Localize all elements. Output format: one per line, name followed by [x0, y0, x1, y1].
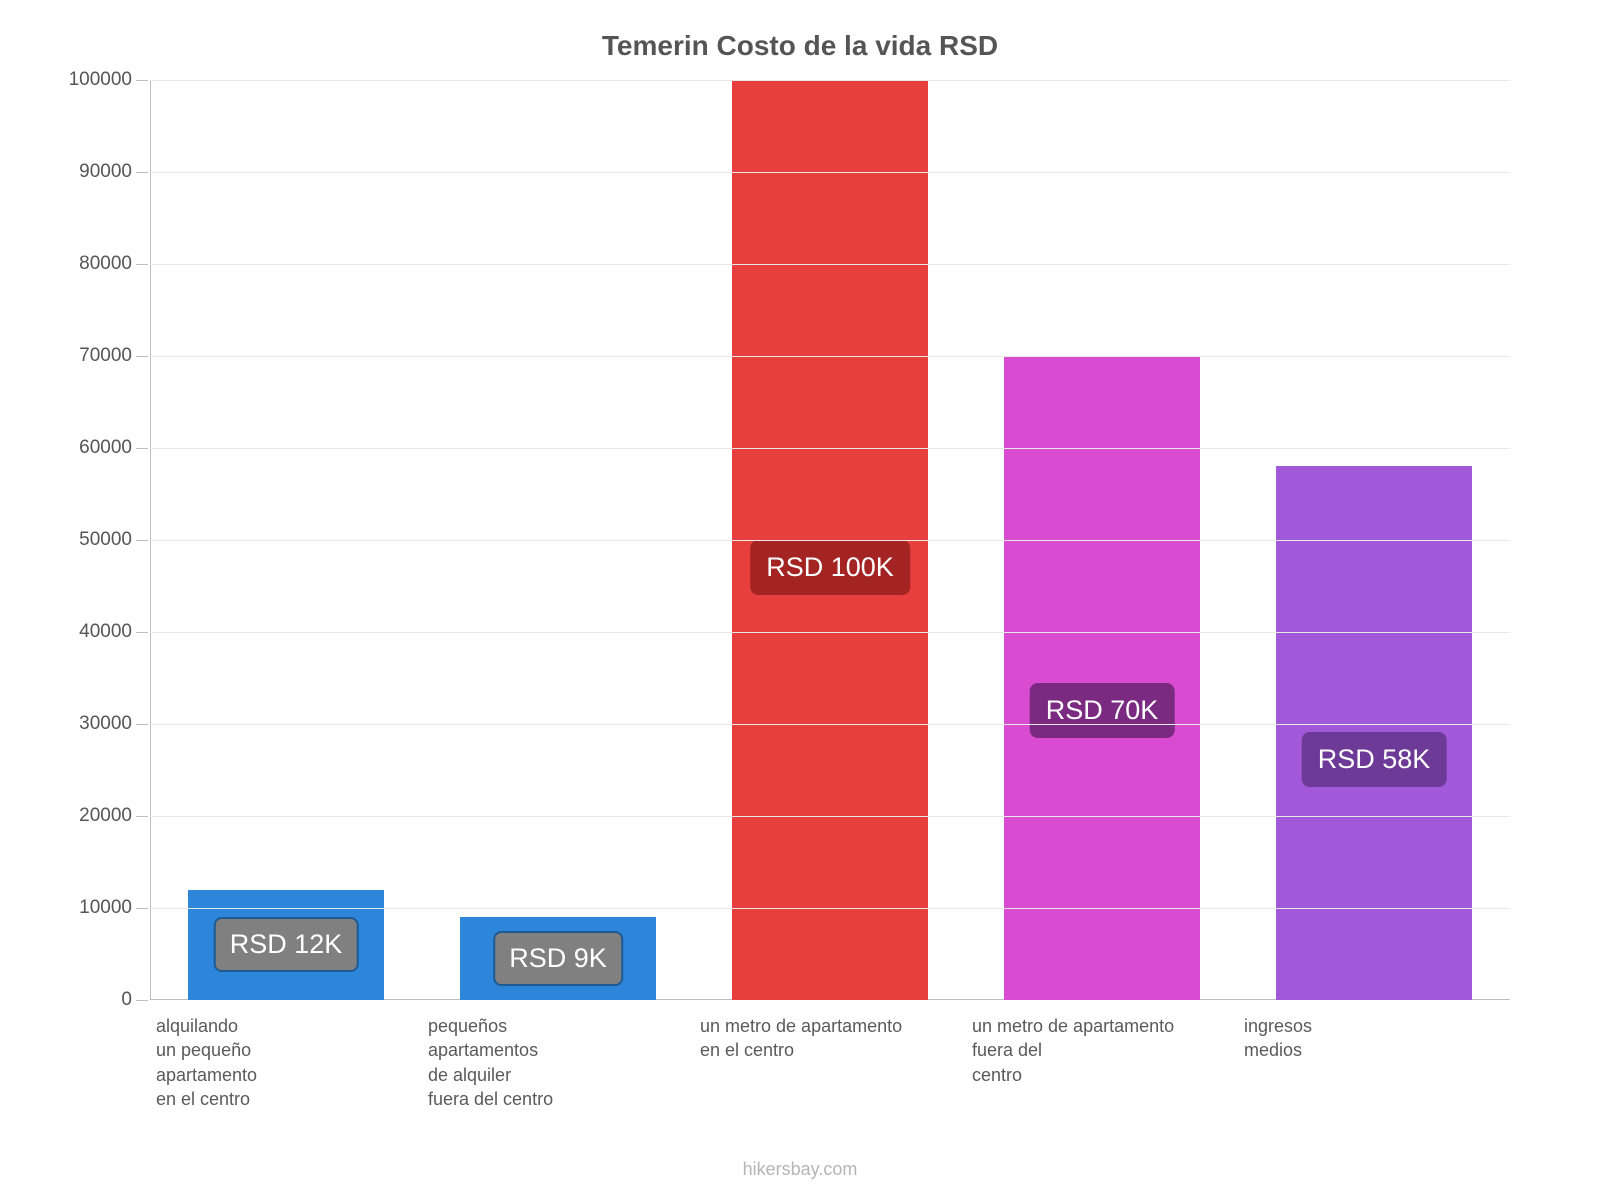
y-tick-label: 10000 [79, 897, 150, 919]
gridline [150, 724, 1510, 725]
x-axis-label: un metro de apartamentofuera delcentro [966, 1014, 1238, 1111]
chart-title: Temerin Costo de la vida RSD [40, 30, 1560, 62]
x-axis-label: un metro de apartamentoen el centro [694, 1014, 966, 1111]
bar-value-badge: RSD 58K [1302, 732, 1447, 787]
gridline [150, 448, 1510, 449]
y-tick-label: 20000 [79, 805, 150, 827]
gridline [150, 816, 1510, 817]
y-tick-label: 50000 [79, 529, 150, 551]
x-axis-label: alquilandoun pequeñoapartamentoen el cen… [150, 1014, 422, 1111]
bar-value-badge: RSD 70K [1030, 683, 1175, 738]
bar: RSD 12K [188, 890, 384, 1000]
gridline [150, 908, 1510, 909]
bar-value-badge: RSD 12K [214, 917, 359, 972]
gridline [150, 264, 1510, 265]
gridline [150, 632, 1510, 633]
attribution-text: hikersbay.com [0, 1159, 1600, 1180]
bar: RSD 58K [1276, 466, 1472, 1000]
chart-container: Temerin Costo de la vida RSD RSD 12K RSD … [0, 0, 1600, 1200]
x-axis-labels: alquilandoun pequeñoapartamentoen el cen… [150, 1000, 1510, 1111]
y-tick-label: 70000 [79, 345, 150, 367]
y-tick-label: 0 [121, 989, 150, 1011]
gridline [150, 172, 1510, 173]
x-axis-label: ingresosmedios [1238, 1014, 1510, 1111]
y-tick-label: 80000 [79, 253, 150, 275]
bar: RSD 9K [460, 917, 656, 1000]
gridline [150, 540, 1510, 541]
y-tick-label: 100000 [69, 69, 150, 91]
bar: RSD 70K [1004, 356, 1200, 1000]
y-tick-label: 40000 [79, 621, 150, 643]
plot-area: RSD 12KRSD 9KRSD 100KRSD 70KRSD 58K 0100… [150, 80, 1510, 1000]
x-axis-label: pequeñosapartamentosde alquilerfuera del… [422, 1014, 694, 1111]
y-tick-label: 60000 [79, 437, 150, 459]
bar-value-badge: RSD 9K [493, 931, 623, 986]
y-tick-label: 90000 [79, 161, 150, 183]
gridline [150, 80, 1510, 81]
bar-value-badge: RSD 100K [750, 540, 910, 595]
y-tick-label: 30000 [79, 713, 150, 735]
gridline [150, 356, 1510, 357]
